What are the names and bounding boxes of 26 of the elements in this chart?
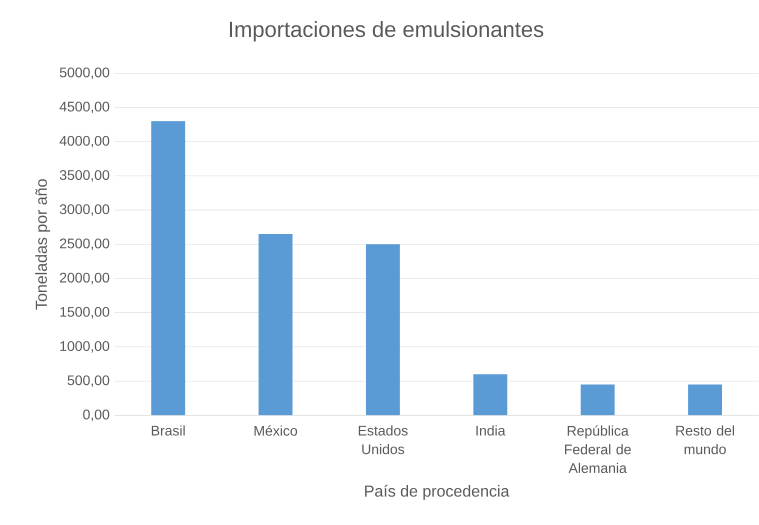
- y-axis-title: Toneladas por año: [35, 179, 50, 310]
- x-tick-label: Brasil: [152, 425, 185, 436]
- y-tick-label: 1000,00: [60, 341, 110, 353]
- x-axis-title: País de procedencia: [365, 484, 510, 500]
- y-tick-label: 2500,00: [60, 238, 110, 250]
- x-tick-label: Resto del mundo: [676, 425, 734, 454]
- y-tick-label: 5000,00: [60, 67, 110, 79]
- y-tick-label: 500,00: [68, 375, 110, 387]
- x-tick-label: India: [476, 425, 506, 436]
- x-tick-label: República Federal de Alemania: [565, 425, 631, 473]
- y-tick-label: 3000,00: [60, 204, 110, 216]
- x-tick-label: México: [254, 425, 298, 436]
- chart-title: Importaciones de emulsionantes: [230, 20, 544, 42]
- bar: [258, 234, 293, 416]
- bar: [688, 384, 722, 416]
- y-tick-label: 4500,00: [60, 102, 110, 114]
- bar: [151, 121, 186, 416]
- bar: [580, 384, 615, 416]
- y-tick-label: 2000,00: [60, 272, 110, 284]
- x-tick-label: Estados Unidos: [358, 425, 408, 454]
- y-tick-label: 4000,00: [60, 136, 110, 148]
- y-tick-label: 1500,00: [60, 306, 110, 318]
- bar: [366, 244, 400, 416]
- bar: [473, 374, 508, 416]
- y-tick-label: 0,00: [83, 409, 110, 422]
- y-tick-label: 3500,00: [60, 170, 110, 182]
